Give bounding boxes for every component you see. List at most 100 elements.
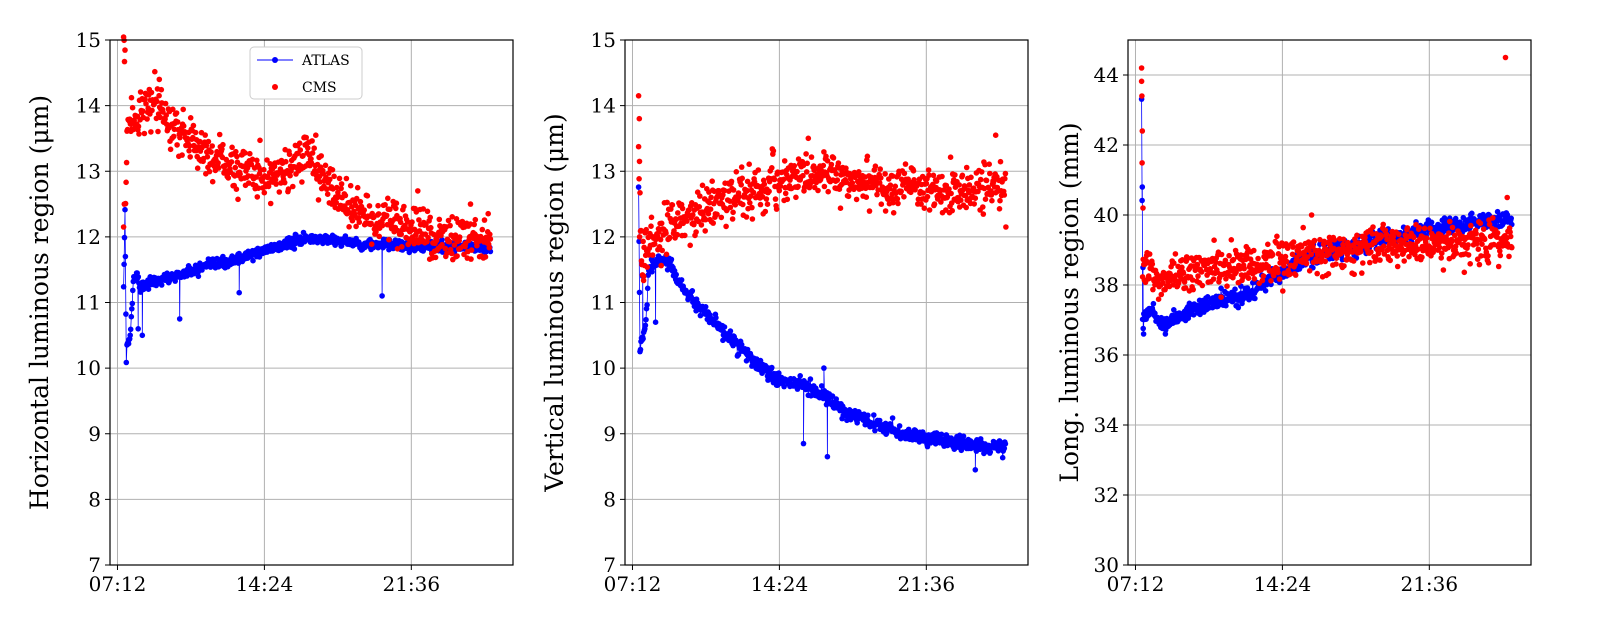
cms-data-point [483, 234, 489, 241]
cms-data-point [187, 154, 193, 160]
y-tick-label: 10 [591, 356, 616, 380]
atlas-data-point [1262, 288, 1269, 294]
cms-data-point [780, 176, 787, 183]
atlas-data-point [697, 312, 704, 319]
cms-data-point [1350, 258, 1357, 264]
cms-data-point [702, 228, 708, 234]
cms-data-point [187, 115, 194, 121]
cms-data-point [821, 183, 828, 190]
cms-data-point [190, 122, 197, 129]
cms-data-point [487, 236, 494, 242]
cms-data-point [317, 179, 323, 185]
atlas-data-point [824, 453, 831, 460]
cms-data-point [144, 116, 150, 122]
atlas-data-point [781, 383, 787, 390]
cms-data-point [1221, 262, 1228, 269]
atlas-data-point [121, 261, 127, 268]
cms-data-point [706, 199, 713, 206]
cms-data-point [276, 189, 283, 195]
cms-data-point [1282, 253, 1289, 260]
cms-data-point [636, 158, 643, 165]
cms-series-points [1138, 54, 1515, 303]
cms-data-point [1222, 257, 1229, 264]
cms-data-point [439, 241, 445, 248]
cms-data-point [651, 241, 658, 247]
atlas-data-point [1244, 285, 1251, 291]
cms-data-point [966, 182, 973, 188]
cms-data-point [1265, 241, 1271, 248]
y-tick-label: 13 [591, 159, 616, 183]
cms-data-point [135, 123, 142, 130]
cms-data-point [1380, 221, 1386, 228]
atlas-data-point [721, 324, 728, 330]
cms-data-point [432, 254, 439, 261]
atlas-data-point [637, 346, 644, 353]
atlas-data-point [139, 332, 146, 339]
cms-data-point [910, 168, 917, 174]
cms-data-point [354, 184, 361, 191]
cms-data-point [1260, 273, 1267, 279]
cms-data-point [834, 177, 841, 183]
cms-data-point [1354, 232, 1360, 239]
cms-data-point [898, 188, 904, 195]
atlas-data-point [1235, 304, 1242, 311]
cms-data-point [273, 181, 279, 187]
x-tick-label: 21:36 [897, 572, 955, 596]
cms-data-point [684, 218, 690, 224]
cms-data-point [404, 219, 411, 225]
cms-data-point [727, 204, 734, 211]
cms-data-point [192, 129, 199, 136]
cms-data-point [693, 229, 699, 235]
atlas-data-point [145, 286, 152, 293]
cms-data-point [972, 195, 979, 201]
cms-data-point [1199, 282, 1206, 289]
cms-data-point [353, 223, 359, 230]
cms-data-point [170, 106, 176, 113]
cms-data-point [1211, 237, 1217, 243]
cms-data-point [375, 211, 382, 217]
cms-data-point [1290, 239, 1297, 245]
cms-data-point [1490, 215, 1496, 221]
cms-data-point [815, 187, 821, 194]
cms-data-point [908, 189, 914, 196]
cms-data-point [636, 234, 643, 240]
atlas-data-point [821, 365, 827, 371]
cms-data-point [988, 192, 995, 198]
cms-data-point [723, 223, 729, 230]
cms-data-point [1230, 256, 1237, 263]
cms-data-point [456, 234, 463, 240]
cms-data-point [1180, 270, 1187, 277]
cms-data-point [1340, 241, 1346, 248]
cms-series-points [120, 34, 494, 263]
cms-data-point [233, 148, 239, 155]
cms-data-point [975, 188, 981, 195]
y-tick-label: 12 [591, 225, 616, 249]
atlas-data-point [643, 316, 649, 323]
cms-data-point [978, 169, 985, 175]
cms-data-point [281, 179, 288, 186]
cms-data-point [1494, 230, 1501, 236]
cms-data-point [636, 176, 642, 182]
cms-data-point [1415, 246, 1421, 252]
cms-data-point [342, 192, 349, 199]
atlas-data-point [702, 304, 709, 310]
atlas-data-point [889, 415, 896, 421]
atlas-data-point [130, 287, 136, 294]
cms-data-point [696, 204, 703, 210]
cms-data-point [356, 219, 363, 225]
cms-data-point [659, 247, 665, 254]
cms-data-point [1436, 244, 1443, 251]
atlas-data-point [291, 246, 298, 252]
cms-data-point [824, 158, 831, 164]
cms-data-point [1467, 261, 1473, 267]
cms-data-point [215, 160, 221, 166]
cms-data-point [1475, 246, 1482, 252]
atlas-data-point [738, 341, 745, 348]
cms-data-point [142, 96, 148, 103]
cms-data-point [286, 151, 293, 158]
cms-data-point [1182, 285, 1189, 291]
cms-data-point [267, 161, 274, 167]
cms-data-point [1473, 241, 1480, 247]
y-tick-label: 12 [76, 225, 101, 249]
cms-data-point [980, 204, 986, 210]
